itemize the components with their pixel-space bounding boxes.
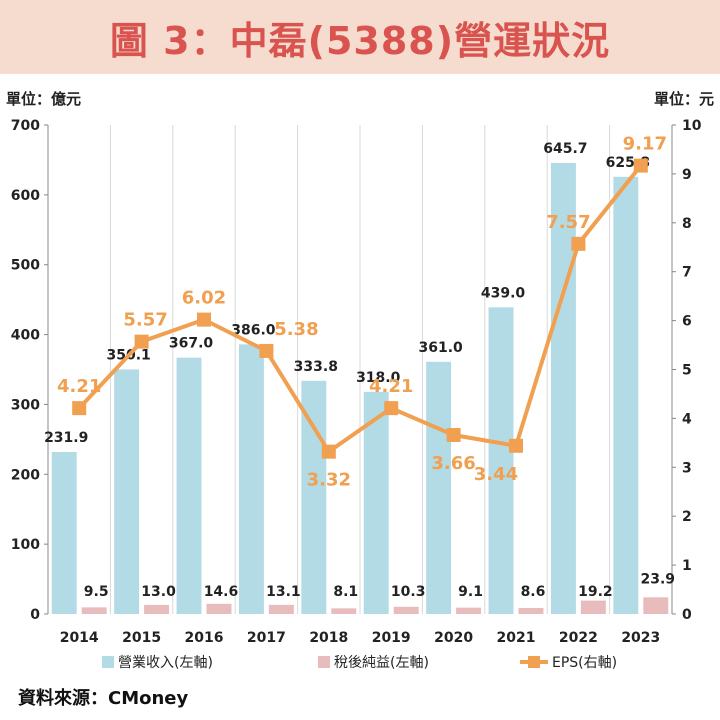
x-tick-label: 2017 — [247, 630, 286, 646]
net-income-label: 8.1 — [333, 584, 358, 600]
x-tick-label: 2015 — [122, 630, 161, 646]
revenue-label: 231.9 — [44, 430, 88, 446]
right-tick-label: 1 — [682, 558, 692, 574]
x-tick-label: 2022 — [559, 630, 598, 646]
net-income-label: 13.0 — [141, 584, 176, 600]
eps-label: 5.38 — [274, 319, 318, 340]
net-income-bar — [206, 603, 232, 614]
revenue-bar — [426, 361, 452, 614]
revenue-bar — [488, 307, 514, 614]
legend-eps-label: EPS(右軸) — [552, 655, 617, 671]
eps-point — [197, 312, 211, 327]
x-tick-label: 2014 — [60, 630, 99, 646]
eps-point — [259, 343, 274, 358]
right-tick-label: 0 — [682, 607, 692, 623]
x-tick-label: 2023 — [621, 630, 660, 646]
right-tick-label: 7 — [682, 265, 692, 281]
net-income-bar — [268, 604, 294, 614]
left-tick-label: 700 — [11, 118, 40, 134]
x-tick-label: 2020 — [434, 630, 473, 646]
legend-net-income-label: 稅後純益(左軸) — [334, 655, 429, 671]
x-tick-label: 2016 — [185, 630, 224, 646]
left-tick-label: 300 — [11, 397, 40, 413]
eps-label: 9.17 — [623, 134, 667, 155]
revenue-bar — [51, 452, 77, 614]
net-income-label: 14.6 — [204, 584, 239, 600]
eps-point — [134, 334, 149, 349]
net-income-bar — [144, 604, 170, 614]
revenue-bar — [301, 380, 327, 614]
eps-point — [446, 428, 461, 443]
eps-point — [509, 438, 523, 453]
revenue-label: 318.0 — [356, 370, 401, 386]
eps-point — [72, 401, 87, 416]
net-income-label: 9.1 — [458, 584, 483, 600]
legend-eps-marker — [528, 656, 540, 668]
left-tick-label: 100 — [11, 537, 40, 553]
eps-point — [321, 444, 336, 459]
right-tick-label: 3 — [682, 460, 692, 476]
revenue-bar — [238, 344, 264, 614]
eps-line — [77, 164, 643, 455]
right-tick-label: 6 — [682, 314, 692, 330]
eps-label: 4.21 — [369, 376, 413, 397]
eps-label: 7.57 — [546, 212, 590, 233]
revenue-bar — [613, 176, 639, 615]
x-tick-label: 2021 — [497, 630, 536, 646]
legend-revenue-swatch — [102, 656, 114, 668]
revenue-label: 333.8 — [294, 359, 338, 375]
net-income-bar — [81, 607, 107, 614]
net-income-label: 10.3 — [391, 584, 426, 600]
net-income-label: 13.1 — [266, 584, 301, 600]
revenue-label: 645.7 — [543, 141, 587, 157]
x-tick-label: 2018 — [309, 630, 348, 646]
eps-label: 6.02 — [182, 288, 226, 309]
right-axis-unit: 單位：元 — [653, 90, 714, 108]
net-income-label: 9.5 — [84, 584, 109, 600]
right-tick-label: 4 — [682, 411, 692, 427]
net-income-bar — [331, 608, 357, 614]
left-axis-unit: 單位：億元 — [6, 90, 82, 108]
legend-revenue-label: 營業收入(左軸) — [118, 655, 213, 671]
net-income-bar — [393, 606, 419, 614]
right-tick-label: 2 — [682, 509, 692, 525]
revenue-label: 367.0 — [169, 336, 214, 352]
source-note: 資料來源：CMoney — [18, 688, 189, 709]
right-tick-label: 5 — [682, 363, 692, 379]
eps-label: 3.66 — [431, 453, 475, 474]
right-tick-label: 8 — [682, 216, 692, 232]
left-tick-label: 0 — [30, 607, 40, 623]
page-title: 圖 3：中磊(5388)營運狀況 — [109, 18, 611, 63]
revenue-bar — [363, 391, 389, 614]
revenue-bar — [176, 357, 202, 614]
eps-point — [633, 158, 648, 173]
net-income-bar — [643, 597, 669, 614]
revenue-label: 361.0 — [418, 340, 463, 356]
eps-point — [384, 401, 399, 416]
net-income-label: 19.2 — [578, 584, 613, 600]
eps-point — [571, 236, 586, 251]
revenue-label: 439.0 — [481, 285, 526, 301]
net-income-bar — [456, 607, 482, 614]
right-tick-label: 9 — [682, 167, 692, 183]
net-income-bar — [580, 600, 606, 614]
left-tick-label: 600 — [11, 188, 40, 204]
left-tick-label: 500 — [11, 258, 40, 274]
legend-net-income-swatch — [318, 656, 330, 668]
eps-label: 3.44 — [474, 464, 518, 485]
net-income-label: 23.9 — [641, 571, 676, 587]
title-banner: 圖 3：中磊(5388)營運狀況 — [0, 0, 720, 74]
eps-label: 3.32 — [307, 470, 351, 491]
revenue-label: 386.0 — [231, 322, 276, 338]
left-tick-label: 200 — [11, 467, 40, 483]
eps-label: 4.21 — [57, 376, 101, 397]
revenue-bar — [114, 369, 140, 614]
eps-label: 5.57 — [123, 310, 167, 331]
net-income-label: 8.6 — [521, 584, 546, 600]
right-tick-label: 10 — [682, 118, 702, 134]
net-income-bar — [518, 607, 544, 614]
x-tick-label: 2019 — [372, 630, 411, 646]
left-tick-label: 400 — [11, 328, 40, 344]
